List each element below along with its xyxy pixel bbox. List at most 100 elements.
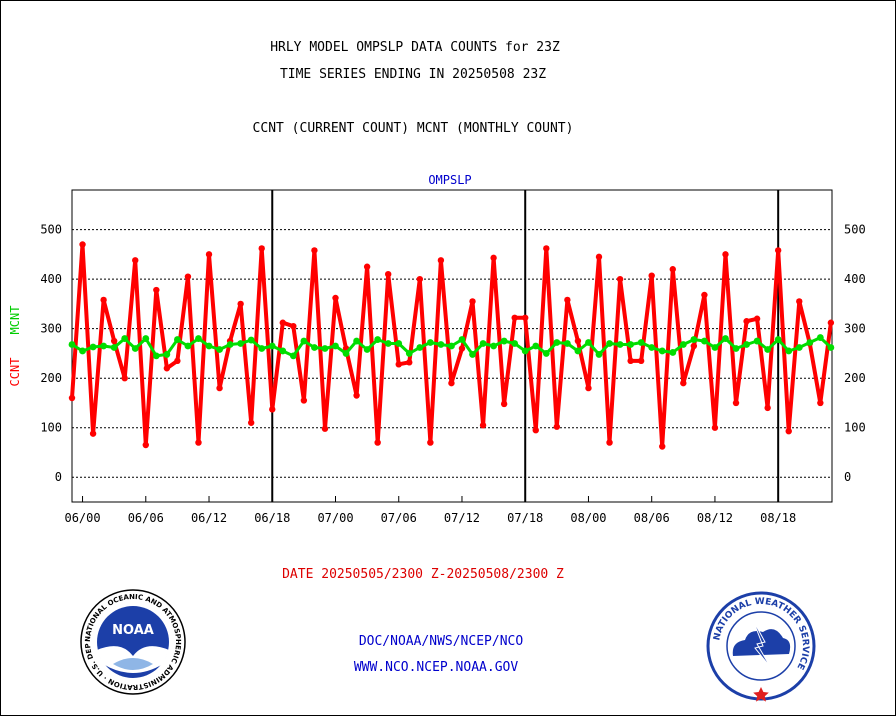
data-point-ccnt	[142, 441, 149, 449]
data-point-mcnt	[195, 335, 202, 342]
data-point-mcnt	[89, 343, 97, 351]
data-point-ccnt	[743, 318, 750, 325]
data-point-ccnt	[332, 294, 339, 302]
plot-title: OMPSLP	[428, 173, 471, 187]
data-point-ccnt	[827, 319, 835, 326]
data-point-ccnt	[110, 337, 118, 345]
data-point-ccnt	[89, 430, 97, 437]
data-point-ccnt	[701, 291, 708, 299]
data-point-mcnt	[384, 340, 392, 347]
data-point-mcnt	[332, 342, 339, 350]
data-point-mcnt	[606, 340, 613, 347]
data-point-ccnt	[427, 439, 434, 446]
data-point-ccnt	[205, 251, 213, 258]
data-point-ccnt	[669, 266, 676, 273]
data-point-mcnt	[395, 340, 403, 347]
data-point-ccnt	[490, 254, 497, 262]
x-tick-label: 07/06	[381, 511, 417, 525]
data-point-ccnt	[416, 275, 424, 283]
data-point-mcnt	[690, 336, 698, 343]
data-point-mcnt	[753, 337, 761, 345]
data-point-ccnt	[290, 322, 297, 330]
data-point-ccnt	[247, 419, 255, 426]
data-point-ccnt	[195, 439, 202, 446]
data-point-mcnt	[764, 346, 772, 353]
data-point-mcnt	[300, 337, 308, 345]
noaa-logo-text: NOAA	[112, 623, 154, 638]
data-point-mcnt	[637, 339, 645, 346]
data-point-ccnt	[574, 337, 582, 345]
data-point-ccnt	[311, 247, 318, 254]
data-point-mcnt	[521, 347, 529, 355]
data-point-ccnt	[532, 426, 539, 434]
data-point-ccnt	[458, 345, 466, 352]
data-point-mcnt	[532, 342, 540, 350]
data-point-mcnt	[469, 351, 476, 358]
data-point-ccnt	[500, 400, 508, 408]
data-point-ccnt	[163, 365, 171, 372]
data-point-mcnt	[827, 344, 835, 351]
data-point-ccnt	[722, 251, 729, 258]
chart-title-line1: HRLY MODEL OMPSLP DATA COUNTS for 23Z	[270, 40, 560, 55]
data-point-ccnt	[363, 263, 371, 270]
data-point-mcnt	[247, 336, 255, 344]
data-point-mcnt	[131, 345, 139, 352]
day-boundary-lines	[271, 190, 780, 502]
data-point-mcnt	[184, 342, 192, 350]
data-point-mcnt	[216, 346, 223, 353]
y-tick-label-left: 300	[40, 322, 62, 336]
data-point-mcnt	[353, 337, 360, 345]
data-point-mcnt	[648, 344, 656, 351]
x-tick-label: 08/18	[760, 511, 796, 525]
data-point-ccnt	[100, 296, 107, 304]
data-point-mcnt	[458, 336, 466, 343]
data-point-mcnt	[448, 342, 455, 350]
data-point-mcnt	[237, 340, 245, 347]
data-point-ccnt	[553, 423, 561, 430]
data-point-mcnt	[732, 345, 740, 352]
data-point-mcnt	[289, 352, 297, 360]
data-point-mcnt	[563, 340, 571, 347]
data-point-mcnt	[163, 351, 171, 358]
data-point-ccnt	[385, 270, 392, 278]
data-point-ccnt	[564, 296, 571, 304]
data-point-ccnt	[680, 379, 687, 387]
x-tick-label: 08/00	[570, 511, 606, 525]
data-point-ccnt	[774, 247, 782, 254]
data-point-ccnt	[616, 275, 624, 283]
data-point-mcnt	[268, 342, 276, 350]
data-point-ccnt	[216, 384, 223, 392]
data-point-ccnt	[711, 424, 719, 431]
data-point-mcnt	[226, 341, 234, 348]
data-point-mcnt	[701, 337, 708, 345]
y-axis-label-mcnt: MCNT	[8, 306, 22, 335]
data-point-mcnt	[321, 345, 329, 352]
data-point-ccnt	[595, 253, 603, 261]
data-point-ccnt	[68, 394, 76, 402]
y-tick-label-right: 300	[844, 322, 866, 336]
data-point-ccnt	[448, 379, 455, 387]
data-point-ccnt	[627, 357, 634, 365]
data-point-mcnt	[722, 335, 729, 342]
x-tick-label: 08/12	[697, 511, 733, 525]
data-point-mcnt	[426, 339, 434, 346]
data-point-mcnt	[79, 347, 86, 355]
data-point-mcnt	[279, 347, 287, 355]
data-point-mcnt	[500, 337, 508, 345]
y-tick-label-right: 0	[844, 470, 851, 484]
data-point-mcnt	[110, 344, 118, 351]
data-point-ccnt	[732, 399, 740, 407]
website-label: WWW.NCO.NCEP.NOAA.GOV	[354, 660, 519, 675]
data-point-ccnt	[469, 298, 476, 305]
data-point-ccnt	[437, 257, 445, 264]
y-tick-labels: 0 0 100 100 200 200 300 300 400 400 500 500	[40, 223, 865, 485]
y-tick-label-right: 200	[844, 371, 866, 385]
data-point-mcnt	[342, 350, 350, 357]
y-axis-label-ccnt: CCNT	[8, 358, 22, 387]
x-tick-labels: 06/00 06/06 06/12 06/18 07/00 07/06 07/12 07/18…	[64, 496, 796, 525]
data-point-ccnt	[153, 286, 160, 294]
noaa-logo: NATIONAL OCEANIC AND ATMOSPHERIC ADMINIS…	[80, 589, 186, 695]
data-point-ccnt	[184, 273, 192, 280]
x-tick-label: 06/18	[254, 511, 290, 525]
data-point-mcnt	[174, 336, 181, 343]
